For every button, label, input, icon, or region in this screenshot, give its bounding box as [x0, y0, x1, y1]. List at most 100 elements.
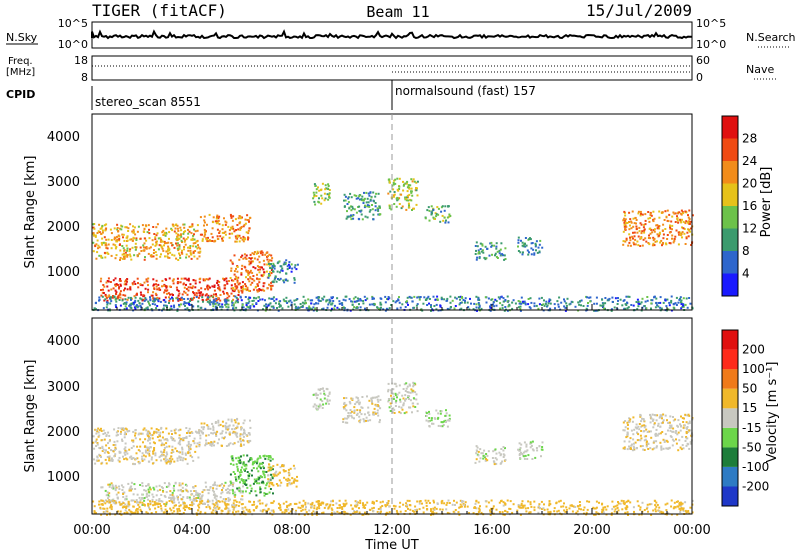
- echo-cell: [266, 482, 268, 485]
- echo-cell: [246, 486, 249, 489]
- echo-cell: [379, 419, 381, 422]
- echo-cell: [691, 511, 694, 514]
- echo-cell: [350, 414, 353, 417]
- echo-cell: [637, 302, 640, 305]
- echo-cell: [114, 443, 117, 446]
- echo-cell: [610, 308, 613, 311]
- echo-cell: [261, 298, 264, 301]
- echo-cell: [404, 306, 407, 308]
- echo-cell: [645, 445, 648, 448]
- echo-cell: [272, 266, 275, 269]
- echo-cell: [679, 509, 682, 512]
- echo-cell: [582, 305, 585, 307]
- echo-cell: [234, 421, 237, 424]
- echo-cell: [153, 288, 156, 290]
- echo-cell: [423, 296, 426, 299]
- echo-cell: [185, 283, 187, 286]
- cpid-mode-2: normalsound (fast) 157: [395, 84, 536, 98]
- echo-cell: [209, 486, 212, 488]
- echo-cell: [165, 455, 168, 458]
- echo-cell: [147, 439, 149, 442]
- echo-cell: [407, 303, 409, 306]
- echo-cell: [194, 286, 197, 289]
- echo-cell: [279, 300, 282, 303]
- echo-cell: [330, 307, 333, 310]
- echo-cell: [169, 462, 171, 465]
- echo-cell: [541, 446, 544, 448]
- echo-cell: [100, 456, 102, 458]
- echo-cell: [121, 299, 124, 302]
- echo-cell: [255, 302, 258, 305]
- echo-cell: [174, 482, 177, 485]
- echo-cell: [142, 244, 145, 247]
- echo-cell: [247, 306, 250, 309]
- echo-cell: [205, 293, 208, 296]
- echo-cell: [679, 233, 682, 236]
- echo-cell: [623, 217, 626, 220]
- echo-cell: [248, 492, 251, 495]
- echo-cell: [374, 195, 377, 198]
- echo-cell: [191, 238, 194, 241]
- echo-cell: [343, 306, 345, 309]
- echo-cell: [181, 490, 184, 493]
- echo-cell: [616, 507, 619, 509]
- echo-cell: [161, 454, 164, 457]
- echo-cell: [517, 504, 520, 506]
- echo-cell: [139, 438, 142, 441]
- echo-cell: [169, 293, 172, 296]
- echo-cell: [685, 236, 688, 239]
- echo-cell: [198, 291, 201, 294]
- echo-cell: [117, 230, 120, 232]
- echo-cell: [222, 290, 225, 293]
- echo-cell: [212, 487, 215, 490]
- echo-cell: [644, 219, 647, 222]
- echo-cell: [243, 432, 245, 434]
- echo-cell: [675, 304, 678, 306]
- echo-cell: [157, 299, 160, 302]
- echo-cell: [413, 207, 415, 210]
- echo-cell: [636, 231, 639, 234]
- echo-cell: [662, 447, 665, 450]
- echo-cell: [195, 296, 198, 298]
- echo-cell: [167, 460, 170, 463]
- echo-cell: [181, 448, 184, 451]
- echo-cell: [517, 306, 520, 309]
- echo-cell: [97, 244, 100, 247]
- echo-cell: [644, 223, 647, 226]
- echo-cell: [121, 257, 124, 260]
- echo-cell: [683, 232, 686, 235]
- echo-cell: [127, 227, 130, 230]
- echo-cell: [141, 432, 144, 435]
- echo-cell: [602, 306, 604, 308]
- echo-cell: [244, 490, 247, 493]
- echo-cell: [214, 483, 216, 486]
- echo-cell: [125, 457, 128, 460]
- echo-cell: [672, 419, 675, 422]
- echo-cell: [626, 435, 629, 438]
- echo-cell: [676, 219, 679, 222]
- echo-cell: [491, 253, 493, 256]
- echo-cell: [129, 255, 132, 258]
- echo-cell: [238, 486, 241, 489]
- echo-cell: [204, 288, 207, 291]
- echo-cell: [104, 256, 107, 259]
- echo-cell: [132, 303, 135, 306]
- echo-cell: [159, 237, 162, 240]
- echo-cell: [171, 500, 173, 503]
- echo-cell: [265, 509, 268, 512]
- echo-cell: [448, 419, 451, 422]
- echo-cell: [447, 205, 450, 208]
- echo-cell: [112, 444, 115, 446]
- echo-cell: [502, 504, 505, 507]
- echo-cell: [237, 422, 240, 425]
- echo-cell: [406, 196, 409, 199]
- echo-cell: [257, 300, 260, 302]
- echo-cell: [684, 509, 687, 512]
- echo-cell: [200, 495, 203, 498]
- echo-cell: [652, 509, 655, 512]
- echo-cell: [492, 301, 495, 304]
- echo-cell: [244, 256, 247, 259]
- echo-cell: [110, 482, 113, 485]
- echo-cell: [224, 436, 226, 439]
- echo-cell: [186, 278, 189, 281]
